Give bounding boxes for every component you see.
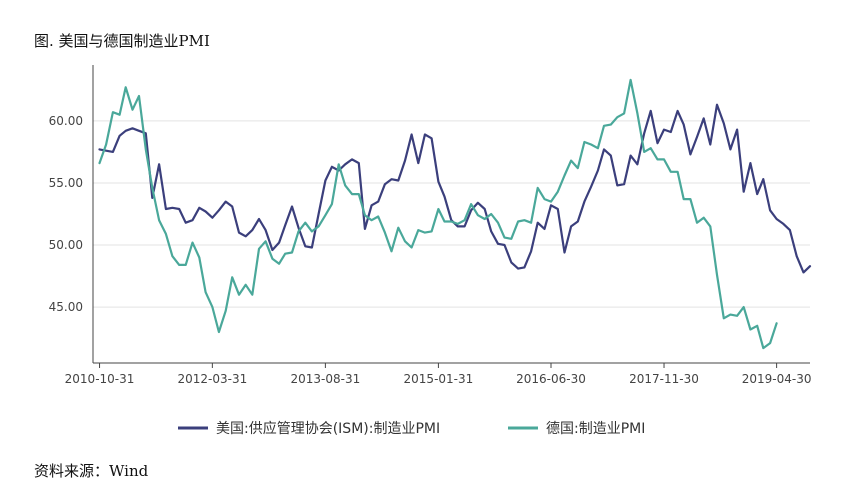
x-tick-label: 2010-10-31 <box>65 372 135 386</box>
x-tick-label: 2016-06-30 <box>516 372 586 386</box>
legend: 美国:供应管理协会(ISM):制造业PMI 德国:制造业PMI <box>178 420 645 437</box>
grid-lines <box>93 120 810 308</box>
x-tick-label: 2015-01-31 <box>404 372 474 386</box>
x-tick-label: 2017-11-30 <box>629 372 699 386</box>
series-line-us <box>98 103 812 274</box>
y-tick-label: 60.00 <box>49 114 83 128</box>
series-layer <box>98 78 812 350</box>
legend-label-de: 德国:制造业PMI <box>546 421 645 437</box>
y-tick-label: 45.00 <box>49 300 83 314</box>
x-tick-label: 2012-03-31 <box>177 372 247 386</box>
y-tick-label: 55.00 <box>49 176 83 190</box>
source-note: 资料来源：Wind <box>34 462 149 480</box>
series-line-de <box>98 78 778 350</box>
figure-title: 图. 美国与德国制造业PMI <box>34 32 210 50</box>
legend-label-us: 美国:供应管理协会(ISM):制造业PMI <box>216 420 440 437</box>
x-tick-label: 2019-04-30 <box>742 372 812 386</box>
x-tick-label: 2013-08-31 <box>291 372 361 386</box>
y-tick-label: 50.00 <box>49 238 83 252</box>
axes: 45.00 50.00 55.00 60.00 2010-10-31 2012-03-31… <box>49 65 812 386</box>
